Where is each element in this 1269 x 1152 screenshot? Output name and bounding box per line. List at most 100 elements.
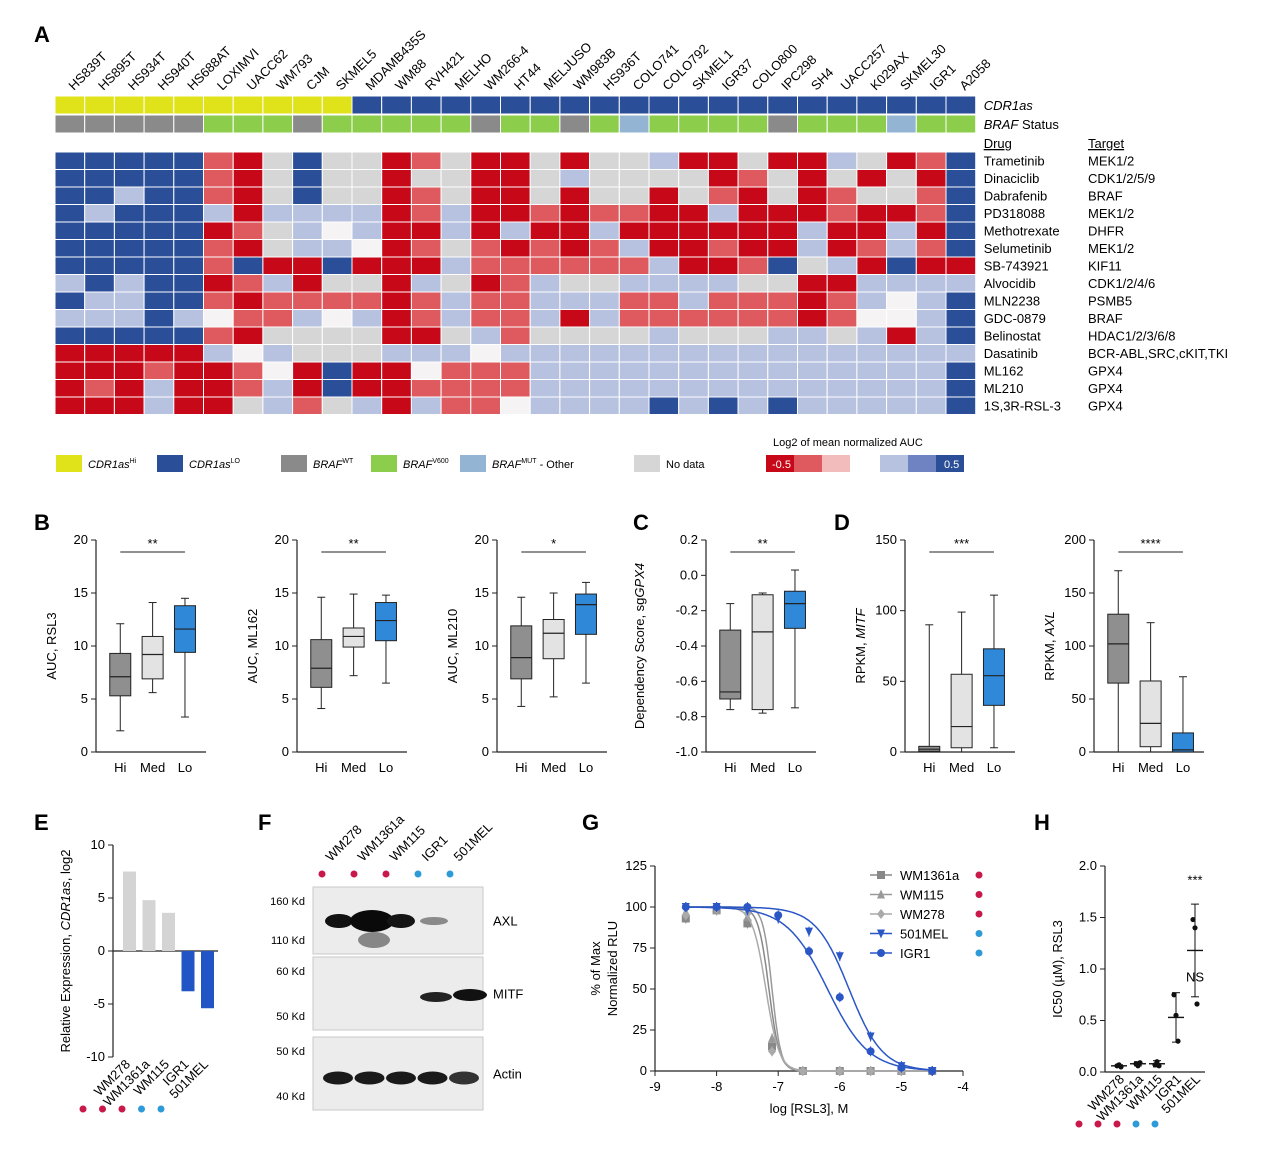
heatmap-cell — [797, 169, 828, 188]
box-iqr — [310, 639, 333, 688]
heatmap-cell — [618, 221, 650, 240]
heatmap-cell — [54, 326, 86, 345]
heatmap-cell — [203, 169, 234, 188]
category-label: Lo — [987, 760, 1001, 775]
category-label: Hi — [1112, 760, 1124, 775]
boxplot-rpkm-mitf: 0 50 100 150 RPKM, MITF Hi Med Lo *** — [853, 532, 1015, 775]
heatmap-cell — [143, 326, 175, 345]
heatmap-cell — [232, 379, 264, 398]
heatmap-cell — [232, 274, 264, 293]
drug-label: ML210 — [984, 381, 1024, 396]
heatmap-cell — [500, 256, 531, 275]
braf-cell — [262, 114, 294, 134]
legend-marker — [877, 889, 885, 899]
heatmap-cell — [262, 151, 294, 170]
heatmap-cell — [707, 361, 739, 380]
heatmap-cell — [203, 379, 234, 398]
heatmap-cell — [292, 221, 323, 240]
replicate-point — [1190, 916, 1196, 923]
panel-letter-f: F — [258, 810, 271, 835]
y-tick-label: -0.8 — [676, 709, 698, 724]
cdr1as-cell — [84, 95, 115, 115]
heatmap-cell — [529, 169, 561, 188]
box-iqr — [1171, 732, 1194, 753]
heatmap-cell — [143, 361, 175, 380]
heatmap-cell — [84, 379, 115, 398]
y-tick-label: 2.0 — [1079, 858, 1097, 873]
heatmap-cell — [440, 239, 472, 258]
cdr1as-cell — [678, 95, 709, 115]
cdr1as-cell — [262, 95, 294, 115]
heatmap-cell — [886, 169, 917, 188]
heatmap-cell — [440, 169, 472, 188]
axl-smear — [358, 932, 390, 948]
category-label: Med — [750, 760, 775, 775]
drug-label: Selumetinib — [984, 241, 1052, 256]
drug-header: Drug — [984, 136, 1012, 151]
heatmap-cell — [886, 274, 917, 293]
heatmap-cell — [262, 344, 294, 363]
y-tick-label: 10 — [74, 638, 88, 653]
y-tick-label: -0.2 — [676, 603, 698, 618]
drug-label: Dabrafenib — [984, 189, 1048, 204]
heatmap-cell — [410, 256, 442, 275]
heatmap-cell — [529, 326, 561, 345]
braf-cell — [440, 114, 472, 134]
legend-swatch-braf-wt — [281, 455, 307, 472]
cdr1as-cell — [856, 95, 888, 115]
heatmap-cell — [529, 361, 561, 380]
heatmap-cell — [589, 221, 620, 240]
heatmap-cell — [945, 379, 977, 398]
heatmap-cell — [143, 239, 175, 258]
legend-no-data: No data — [666, 459, 705, 471]
heatmap-cell — [707, 291, 739, 310]
y-tick-label: 5 — [282, 691, 289, 706]
data-point — [835, 1066, 844, 1076]
heatmap-cell — [173, 274, 205, 293]
heatmap-cell — [84, 256, 115, 275]
heatmap-cell — [707, 221, 739, 240]
heatmap-cell — [470, 326, 501, 345]
heatmap-cell — [737, 396, 769, 415]
heatmap-cell — [54, 204, 86, 223]
heatmap-cell — [143, 396, 175, 415]
braf-cell — [826, 114, 858, 134]
heatmap-cell — [707, 344, 739, 363]
target-label: KIF11 — [1088, 259, 1122, 274]
target-label: BRAF — [1088, 189, 1123, 204]
braf-cell — [915, 114, 947, 134]
heatmap-cell — [648, 309, 680, 328]
y-tick-label: 5 — [81, 691, 88, 706]
heatmap-cell — [440, 396, 472, 415]
heatmap-cell — [321, 204, 353, 223]
heatmap-cell — [589, 379, 620, 398]
legend-auc-swatch — [908, 455, 936, 472]
axl-band — [325, 914, 353, 928]
cdr1as-cell — [440, 95, 472, 115]
heatmap-cell — [440, 274, 472, 293]
data-point — [681, 903, 690, 911]
heatmap-cell — [648, 379, 680, 398]
y-label-italic: AXL — [1042, 611, 1057, 637]
boxplot-rpkm-axl: 0 50 100 150 200 RPKM, AXL Hi Med Lo **** — [1042, 532, 1204, 775]
heatmap-cell — [707, 151, 739, 170]
cdr1as-cell — [886, 95, 917, 115]
heatmap-cell — [618, 309, 650, 328]
heatmap-cell — [648, 291, 680, 310]
heatmap-cell — [292, 151, 323, 170]
heatmap-cell — [826, 221, 858, 240]
heatmap-cell — [321, 361, 353, 380]
heatmap-cell — [856, 379, 888, 398]
heatmap-cell — [232, 309, 264, 328]
cell-line-dot — [157, 1105, 165, 1113]
heatmap-cell — [618, 169, 650, 188]
data-point — [928, 1067, 937, 1075]
heatmap-cell — [797, 291, 828, 310]
braf-cell — [143, 114, 175, 134]
heatmap-cell — [618, 274, 650, 293]
legend-other-word: - Other — [537, 459, 575, 471]
braf-cell — [173, 114, 205, 134]
legend-dot — [975, 930, 983, 937]
heatmap-cell — [826, 256, 858, 275]
heatmap-cell — [321, 396, 353, 415]
